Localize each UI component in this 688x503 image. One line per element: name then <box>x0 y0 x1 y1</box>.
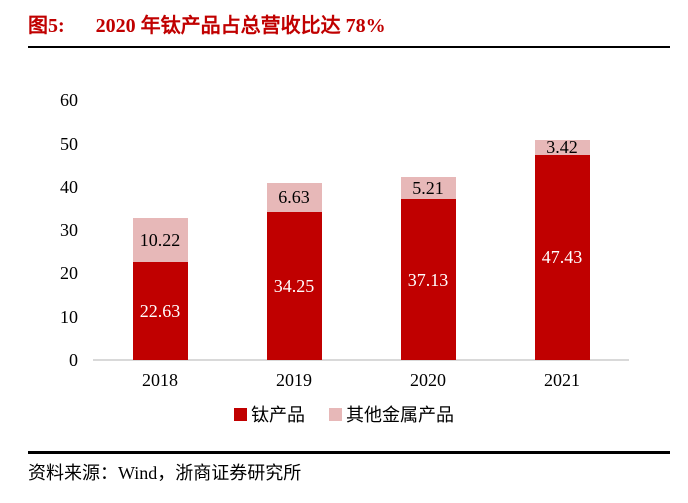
stacked-bar-chart: 0 10 20 30 40 50 60 22.63 10.22 2018 34.25 6.63 2019… <box>0 60 688 400</box>
y-axis-tick-label: 30 <box>60 220 78 241</box>
figure-title: 2020 年钛产品占总营收比达 78% <box>95 15 386 37</box>
bar-value-label: 22.63 <box>139 300 181 321</box>
bar-segment-titanium: 47.43 <box>534 154 590 360</box>
x-axis-tick-label: 2021 <box>544 370 580 390</box>
y-axis-tick-label: 50 <box>60 133 78 154</box>
y-axis-tick-label: 40 <box>60 176 78 197</box>
chart-legend: 钛产品 其他金属产品 <box>0 401 688 427</box>
bar-value-label: 3.42 <box>546 137 578 158</box>
bar-value-label: 47.43 <box>541 247 583 268</box>
x-axis-tick-label: 2019 <box>276 370 312 390</box>
legend-swatch-icon <box>329 407 342 421</box>
bar-segment-other-metal: 3.42 <box>534 137 590 158</box>
bar-value-label: 37.13 <box>407 269 449 290</box>
source-note: 资料来源：Wind，浙商证券研究所 <box>28 463 302 483</box>
bar-segment-other-metal: 5.21 <box>400 176 456 200</box>
bar-value-label: 6.63 <box>278 187 310 208</box>
bar-segment-other-metal: 10.22 <box>132 217 188 262</box>
bar-segment-titanium: 34.25 <box>266 211 322 360</box>
y-axis-tick-label: 20 <box>60 263 78 284</box>
x-axis-tick-label: 2018 <box>142 370 178 390</box>
bar-value-label: 5.21 <box>412 177 444 198</box>
bar-segment-titanium: 22.63 <box>132 262 188 360</box>
legend-item: 其他金属产品 <box>329 401 454 427</box>
legend-swatch-icon <box>234 407 247 421</box>
legend-item: 钛产品 <box>234 401 305 427</box>
bottom-rule <box>28 451 670 454</box>
legend-label: 钛产品 <box>251 405 305 425</box>
figure-label: 图5: <box>28 15 65 37</box>
bar-value-label: 10.22 <box>139 229 181 250</box>
x-axis-tick-label: 2020 <box>410 370 446 390</box>
bar-segment-titanium: 37.13 <box>400 199 456 360</box>
legend-label: 其他金属产品 <box>346 405 454 425</box>
figure-title-row: 图5: 2020 年钛产品占总营收比达 78% <box>28 9 386 38</box>
y-axis-tick-label: 10 <box>60 306 78 327</box>
x-axis-line <box>93 359 629 361</box>
bar-segment-other-metal: 6.63 <box>266 182 322 212</box>
y-axis-tick-label: 0 <box>69 350 78 370</box>
bar-value-label: 34.25 <box>273 275 315 296</box>
top-rule <box>28 46 670 48</box>
y-axis-tick-label: 60 <box>60 90 78 111</box>
